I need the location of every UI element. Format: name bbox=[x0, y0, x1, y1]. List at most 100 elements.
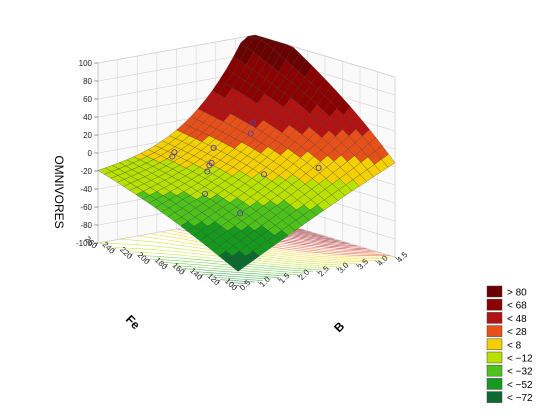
contour-segment bbox=[306, 253, 312, 255]
z-tick-label: 60 bbox=[83, 95, 92, 104]
contour-segment bbox=[215, 274, 227, 277]
surface-cell bbox=[231, 260, 246, 272]
contour-segment bbox=[162, 262, 174, 264]
contour-segment bbox=[330, 245, 341, 248]
contour-segment bbox=[282, 260, 291, 262]
contour-segment bbox=[302, 239, 311, 242]
contour-segment bbox=[150, 233, 159, 236]
legend-swatch bbox=[486, 285, 503, 298]
contour-segment bbox=[302, 250, 313, 253]
legend-swatch bbox=[486, 364, 503, 377]
contour-segment bbox=[290, 237, 295, 239]
contour-segment bbox=[327, 258, 336, 260]
contour-segment bbox=[172, 257, 180, 259]
contour-segment bbox=[293, 249, 302, 252]
y-tick-label: 140 bbox=[188, 266, 204, 282]
contour-segment bbox=[190, 240, 198, 242]
contour-segment bbox=[306, 236, 315, 239]
contour-segment bbox=[280, 240, 289, 243]
contour-segment bbox=[274, 270, 283, 272]
contour-segment bbox=[127, 251, 140, 253]
contour-segment bbox=[347, 248, 359, 250]
contour-segment bbox=[212, 272, 221, 274]
contour-segment bbox=[301, 237, 311, 239]
contour-segment bbox=[299, 231, 305, 234]
legend-swatch bbox=[486, 378, 503, 390]
y-tick-label: 120 bbox=[206, 271, 222, 287]
x-tick bbox=[394, 256, 399, 261]
contour-segment bbox=[208, 260, 216, 262]
contour-segment bbox=[189, 243, 198, 245]
contour-segment bbox=[293, 235, 303, 238]
contour-segment bbox=[255, 264, 267, 267]
contour-segment bbox=[330, 248, 340, 251]
contour-segment bbox=[337, 242, 345, 244]
z-tick-label: -20 bbox=[80, 167, 92, 176]
y-axis-label: Fe bbox=[123, 312, 143, 332]
contour-segment bbox=[343, 244, 351, 246]
contour-segment bbox=[318, 250, 326, 252]
contour-segment bbox=[312, 263, 324, 265]
contour-segment bbox=[293, 270, 302, 272]
y-tick bbox=[199, 274, 204, 278]
contour-segment bbox=[340, 249, 353, 251]
z-tick-label: -80 bbox=[80, 221, 92, 230]
contour-segment bbox=[302, 231, 311, 234]
contour-segment bbox=[197, 244, 207, 247]
contour-segment bbox=[349, 246, 358, 248]
contour-segment bbox=[310, 238, 315, 240]
contour-segment bbox=[308, 258, 317, 261]
contour-segment bbox=[183, 258, 194, 260]
y-tick bbox=[147, 258, 151, 262]
y-tick bbox=[217, 279, 221, 283]
contour-segment bbox=[335, 247, 347, 250]
contour-segment bbox=[228, 277, 239, 280]
contour-segment bbox=[210, 270, 222, 272]
contour-segment bbox=[176, 234, 184, 237]
contour-segment bbox=[325, 244, 335, 246]
contour-segment bbox=[324, 241, 335, 243]
contour-segment bbox=[314, 238, 320, 240]
observed-point bbox=[247, 130, 254, 137]
legend-label: < 28 bbox=[507, 327, 527, 338]
contour-segment bbox=[164, 259, 173, 261]
x-tick bbox=[277, 277, 281, 282]
contour-segment bbox=[262, 260, 273, 263]
contour-segment bbox=[217, 277, 226, 279]
contour-segment bbox=[325, 264, 336, 266]
contour-segment bbox=[298, 268, 311, 270]
contour-segment bbox=[192, 271, 202, 273]
contour-segment bbox=[280, 251, 289, 254]
contour-segment bbox=[130, 239, 142, 242]
contour-segment bbox=[331, 262, 343, 264]
contour-segment bbox=[254, 273, 266, 275]
contour-segment bbox=[186, 266, 198, 268]
contour-segment bbox=[258, 262, 265, 264]
contour-segment bbox=[139, 255, 151, 257]
contour-segment bbox=[279, 275, 288, 277]
contour-segment bbox=[196, 247, 206, 250]
contour-segment bbox=[271, 250, 281, 253]
contour-segment bbox=[278, 249, 288, 252]
observed-point bbox=[208, 159, 215, 167]
observed-point bbox=[237, 210, 244, 217]
contour-segment bbox=[333, 257, 343, 259]
contour-segment bbox=[324, 249, 333, 251]
y-tick bbox=[112, 248, 116, 252]
legend-swatch bbox=[486, 312, 503, 324]
y-tick bbox=[182, 269, 186, 273]
contour-segment bbox=[242, 270, 252, 272]
contour-segment bbox=[341, 246, 352, 249]
legend-swatch bbox=[486, 338, 503, 351]
contour-segment bbox=[295, 232, 305, 235]
contour-segment bbox=[320, 244, 327, 246]
legend: > 80 < 68 < 48 < 28 < 8 < −12 < −32 < −52 < −72 bbox=[486, 285, 533, 404]
contour-segment bbox=[180, 251, 186, 253]
contour-segment bbox=[318, 267, 329, 269]
contour-segment bbox=[217, 266, 229, 268]
contour-segment bbox=[206, 265, 218, 267]
observed-point bbox=[210, 144, 217, 151]
contour-segment bbox=[306, 241, 317, 244]
x-tick-label: 3.0 bbox=[336, 260, 351, 275]
contour-segment bbox=[211, 276, 218, 278]
